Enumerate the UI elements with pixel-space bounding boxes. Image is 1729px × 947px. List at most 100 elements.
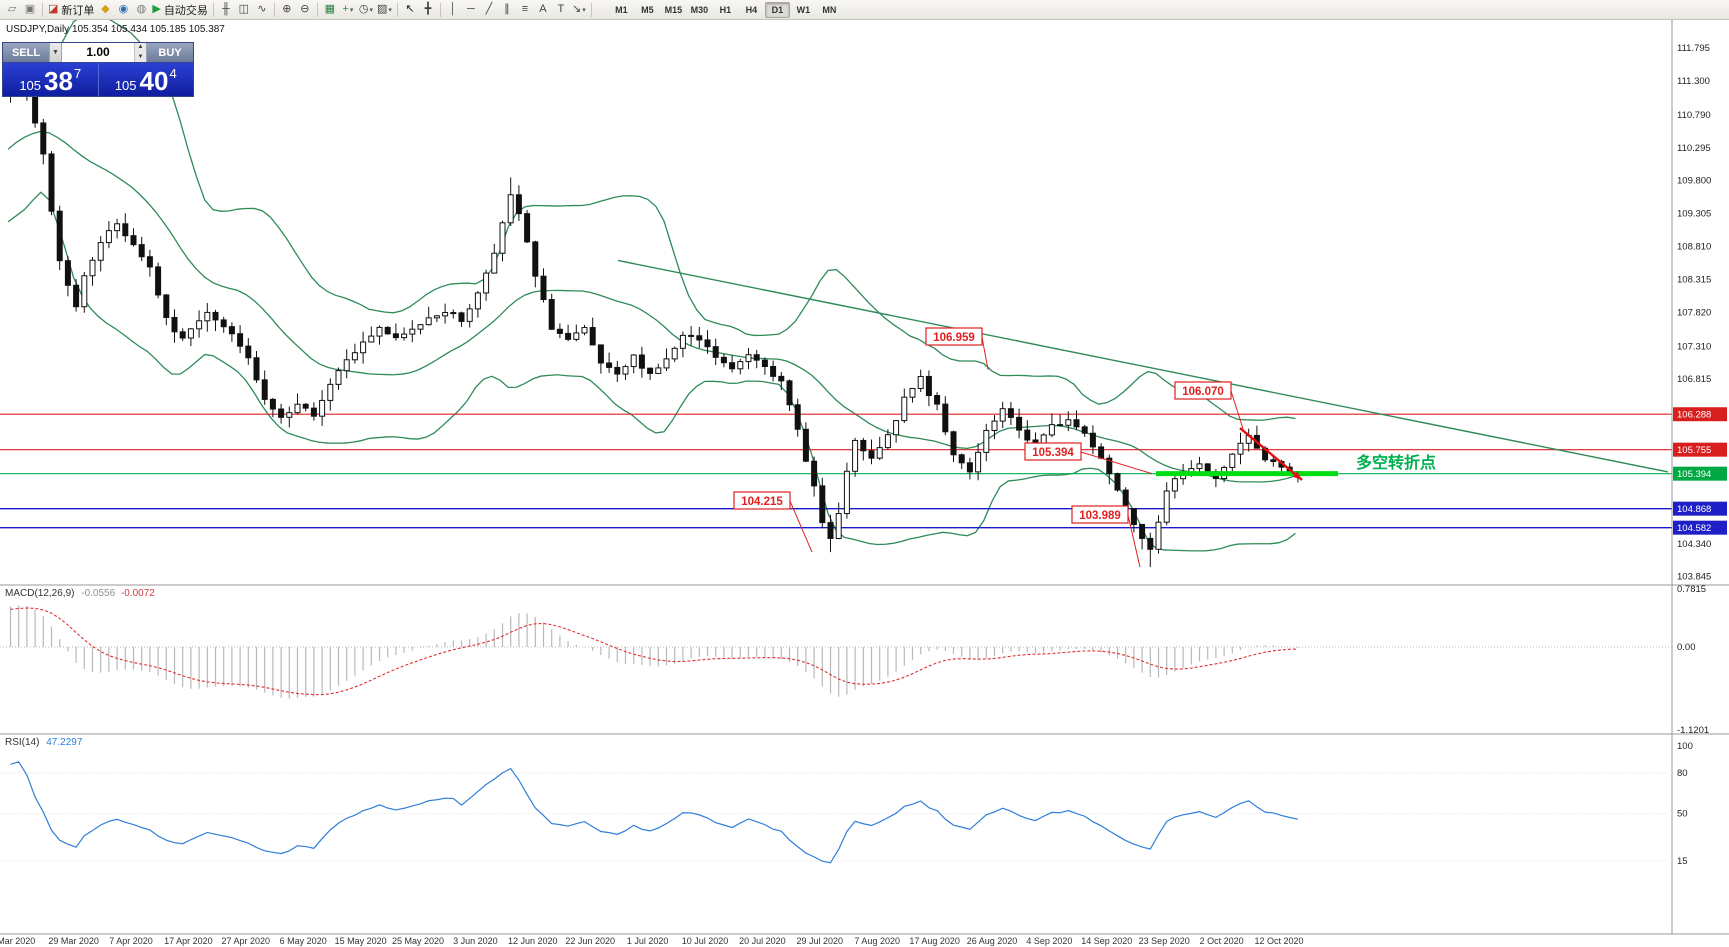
svg-text:10 Jul 2020: 10 Jul 2020 — [682, 936, 729, 946]
svg-text:20 Jul 2020: 20 Jul 2020 — [739, 936, 786, 946]
indicators-icon: + — [342, 3, 349, 15]
trendline-icon[interactable]: ╱ — [480, 1, 498, 19]
svg-text:104.868: 104.868 — [1677, 504, 1711, 515]
annotation-text[interactable]: 多空转折点 — [1356, 453, 1436, 472]
svg-text:103.845: 103.845 — [1677, 572, 1711, 583]
svg-text:12 Jun 2020: 12 Jun 2020 — [508, 936, 558, 946]
svg-text:17 Aug 2020: 17 Aug 2020 — [909, 936, 960, 946]
new-order-button[interactable]: ◪ 新订单 — [46, 1, 96, 19]
svg-text:105.394: 105.394 — [1677, 469, 1711, 480]
rsi-value: 47.2297 — [46, 737, 83, 748]
timeframe-m15-button[interactable]: M15 — [664, 4, 683, 15]
timeframe-h1-button[interactable]: H1 — [719, 4, 732, 15]
svg-text:2 Oct 2020: 2 Oct 2020 — [1200, 936, 1244, 946]
svg-text:Mar 2020: Mar 2020 — [0, 936, 35, 946]
timeframe-h4-button[interactable]: H4 — [745, 4, 758, 15]
cursor-icon[interactable]: ↖ — [401, 1, 419, 19]
vertical-line-icon: │ — [449, 3, 457, 15]
svg-text:106.959: 106.959 — [933, 332, 975, 344]
svg-text:15 May 2020: 15 May 2020 — [335, 936, 387, 946]
label-icon: T — [557, 3, 565, 15]
crosshair-icon[interactable]: ╋ — [419, 1, 437, 19]
timeframe-m1-button[interactable]: M1 — [615, 4, 628, 15]
vertical-line-icon[interactable]: │ — [444, 1, 462, 19]
svg-text:106.288: 106.288 — [1677, 410, 1711, 421]
cursor-icon: ↖ — [405, 3, 415, 15]
svg-text:23 Sep 2020: 23 Sep 2020 — [1139, 936, 1190, 946]
bar-chart-icon: ╫ — [221, 3, 230, 15]
window-menu-icon[interactable]: ▱ — [3, 1, 21, 19]
periods-icon[interactable]: ◷ ▾ — [357, 1, 375, 19]
svg-text:15: 15 — [1677, 856, 1688, 867]
toolbar-separator — [273, 2, 275, 17]
fibonacci-icon[interactable]: ≡ — [516, 1, 534, 19]
svg-text:104.215: 104.215 — [741, 496, 783, 508]
volume-up-button[interactable]: ▲ — [135, 43, 146, 53]
sell-button[interactable]: 105 38 7 — [3, 63, 98, 96]
sell-tab[interactable]: SELL — [3, 43, 49, 62]
sell-price-pip: 7 — [73, 66, 82, 81]
zoom-out-icon[interactable]: ⊖ — [296, 1, 314, 19]
indicators-icon[interactable]: + ▾ — [339, 1, 357, 19]
periods-icon-dropdown: ▾ — [369, 6, 373, 14]
price-callouts: 106.959 106.070 105.394 104.215 103.989 — [733, 327, 1244, 568]
autotrading-button: ▶ — [152, 3, 161, 15]
buy-price-prefix: 105 — [114, 78, 137, 93]
buy-tab[interactable]: BUY — [147, 43, 193, 62]
date-axis[interactable]: Mar 2020 29 Mar 2020 7 Apr 2020 17 Apr 2020… — [0, 936, 1304, 946]
svg-text:105.394: 105.394 — [1032, 447, 1074, 459]
periods-icon: ◷ — [358, 3, 369, 15]
descending-trendline[interactable] — [617, 259, 1669, 473]
layouts-icon[interactable]: ◍ — [132, 1, 150, 19]
svg-text:100: 100 — [1677, 741, 1693, 752]
timeframe-m5-button[interactable]: M5 — [641, 4, 654, 15]
label-icon[interactable]: T — [552, 1, 570, 19]
bollinger-bands — [7, 14, 1296, 552]
buy-button[interactable]: 105 40 4 — [97, 63, 193, 97]
volume-value: 1.00 — [86, 45, 110, 59]
channel-icon[interactable]: ∥ — [498, 1, 516, 19]
price-axis[interactable]: 111.795 111.300 110.790 110.295 109.800 109.3… — [1673, 43, 1727, 583]
history-center-icon[interactable]: ◆ — [96, 1, 114, 19]
templates-icon-dropdown: ▾ — [388, 6, 392, 14]
horizontal-line-icon[interactable]: ─ — [462, 1, 480, 19]
autotrading-button[interactable]: ▶ 自动交易 — [150, 1, 209, 19]
templates-icon[interactable]: ▨ ▾ — [375, 1, 394, 19]
svg-text:103.989: 103.989 — [1079, 510, 1121, 522]
timeframe-mn-button[interactable]: MN — [822, 4, 837, 15]
svg-text:14 Sep 2020: 14 Sep 2020 — [1081, 936, 1132, 946]
rsi-panel: 100 80 50 15 — [0, 741, 1693, 867]
line-chart-icon[interactable]: ∿ — [253, 1, 271, 19]
volume-down-button[interactable]: ▼ — [135, 52, 146, 62]
timeframe-d1-button[interactable]: D1 — [764, 1, 790, 18]
arrows-icon[interactable]: ↘ ▾ — [570, 1, 588, 19]
window-menu-icon: ▱ — [7, 3, 17, 15]
timeframe-m30-button[interactable]: M30 — [690, 4, 709, 15]
bar-chart-icon[interactable]: ╫ — [217, 1, 235, 19]
zoom-in-icon[interactable]: ⊕ — [278, 1, 296, 19]
text-icon: A — [539, 3, 547, 15]
candle-chart-icon[interactable]: ◫ — [235, 1, 253, 19]
buy-price-main: 40 — [139, 66, 169, 97]
layouts-icon: ◍ — [136, 3, 147, 15]
candle-chart-icon: ◫ — [238, 3, 250, 15]
svg-text:105.755: 105.755 — [1677, 445, 1711, 456]
toolbar-separator — [212, 2, 214, 17]
volume-input[interactable]: 1.00 ▲ ▼ — [62, 43, 147, 62]
tile-windows-icon[interactable]: ▦ — [321, 1, 339, 19]
svg-text:25 May 2020: 25 May 2020 — [392, 936, 444, 946]
toolbar-separator — [439, 2, 441, 17]
svg-text:22 Jun 2020: 22 Jun 2020 — [565, 936, 615, 946]
chart-window-icon[interactable]: ▣ — [21, 1, 39, 19]
sell-price-prefix: 105 — [19, 78, 42, 93]
svg-text:106.815: 106.815 — [1677, 374, 1711, 385]
red-arrow[interactable] — [1239, 427, 1303, 481]
text-icon[interactable]: A — [534, 1, 552, 19]
timeframe-w1-button[interactable]: W1 — [796, 4, 811, 15]
toolbar: ▱ ▣ ◪ 新订单 ◆ ◉ ◍ ▶ 自动交易 ╫ ◫ ∿ ⊕ ⊖ ▦ + ▾ ◷ ▾ ▨ ▾ ↖ ╋ │ ─ ╱ ∥ ≡ A T ↘ ▾ M1… — [0, 0, 1729, 20]
panel-separators[interactable] — [0, 20, 1729, 935]
refresh-icon[interactable]: ◉ — [114, 1, 132, 19]
volume-dropdown-button[interactable]: ▼ — [49, 43, 62, 62]
